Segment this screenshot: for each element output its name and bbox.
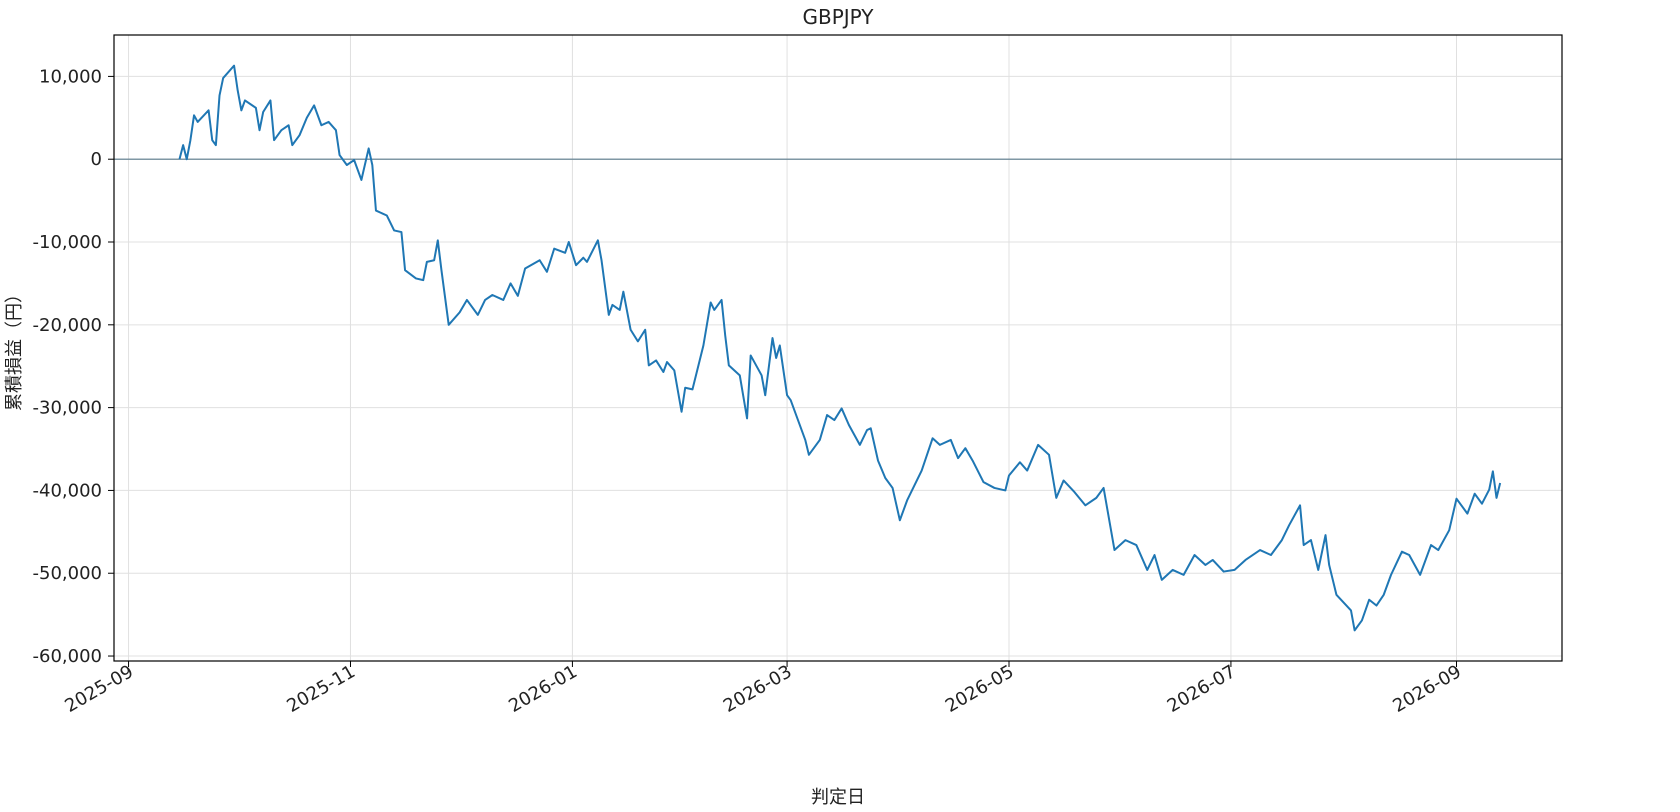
x-tick-label: 2026-07 — [1164, 661, 1240, 717]
x-tick-label: 2026-09 — [1389, 661, 1465, 717]
y-tick-label: -20,000 — [33, 315, 102, 336]
y-tick-label: -50,000 — [33, 563, 102, 584]
y-tick-label: 10,000 — [39, 66, 102, 87]
y-tick-label: -30,000 — [33, 398, 102, 419]
chart-title: GBPJPY — [802, 5, 874, 29]
y-tick-label: 0 — [91, 149, 102, 170]
x-tick-label: 2026-05 — [942, 661, 1018, 717]
x-tick-label: 2026-01 — [505, 661, 581, 717]
y-tick-label: -40,000 — [33, 480, 102, 501]
x-tick-label: 2025-11 — [283, 661, 359, 717]
plot-frame — [113, 34, 1563, 662]
x-tick-label: 2026-03 — [720, 661, 796, 717]
y-tick-label: -10,000 — [33, 232, 102, 253]
data-line — [178, 64, 1502, 632]
y-tick-label: -60,000 — [33, 646, 102, 667]
x-axis-label: 判定日 — [811, 787, 865, 808]
x-tick-label: 2025-09 — [61, 661, 137, 717]
y-axis-label: 累積損益（円） — [4, 285, 25, 411]
